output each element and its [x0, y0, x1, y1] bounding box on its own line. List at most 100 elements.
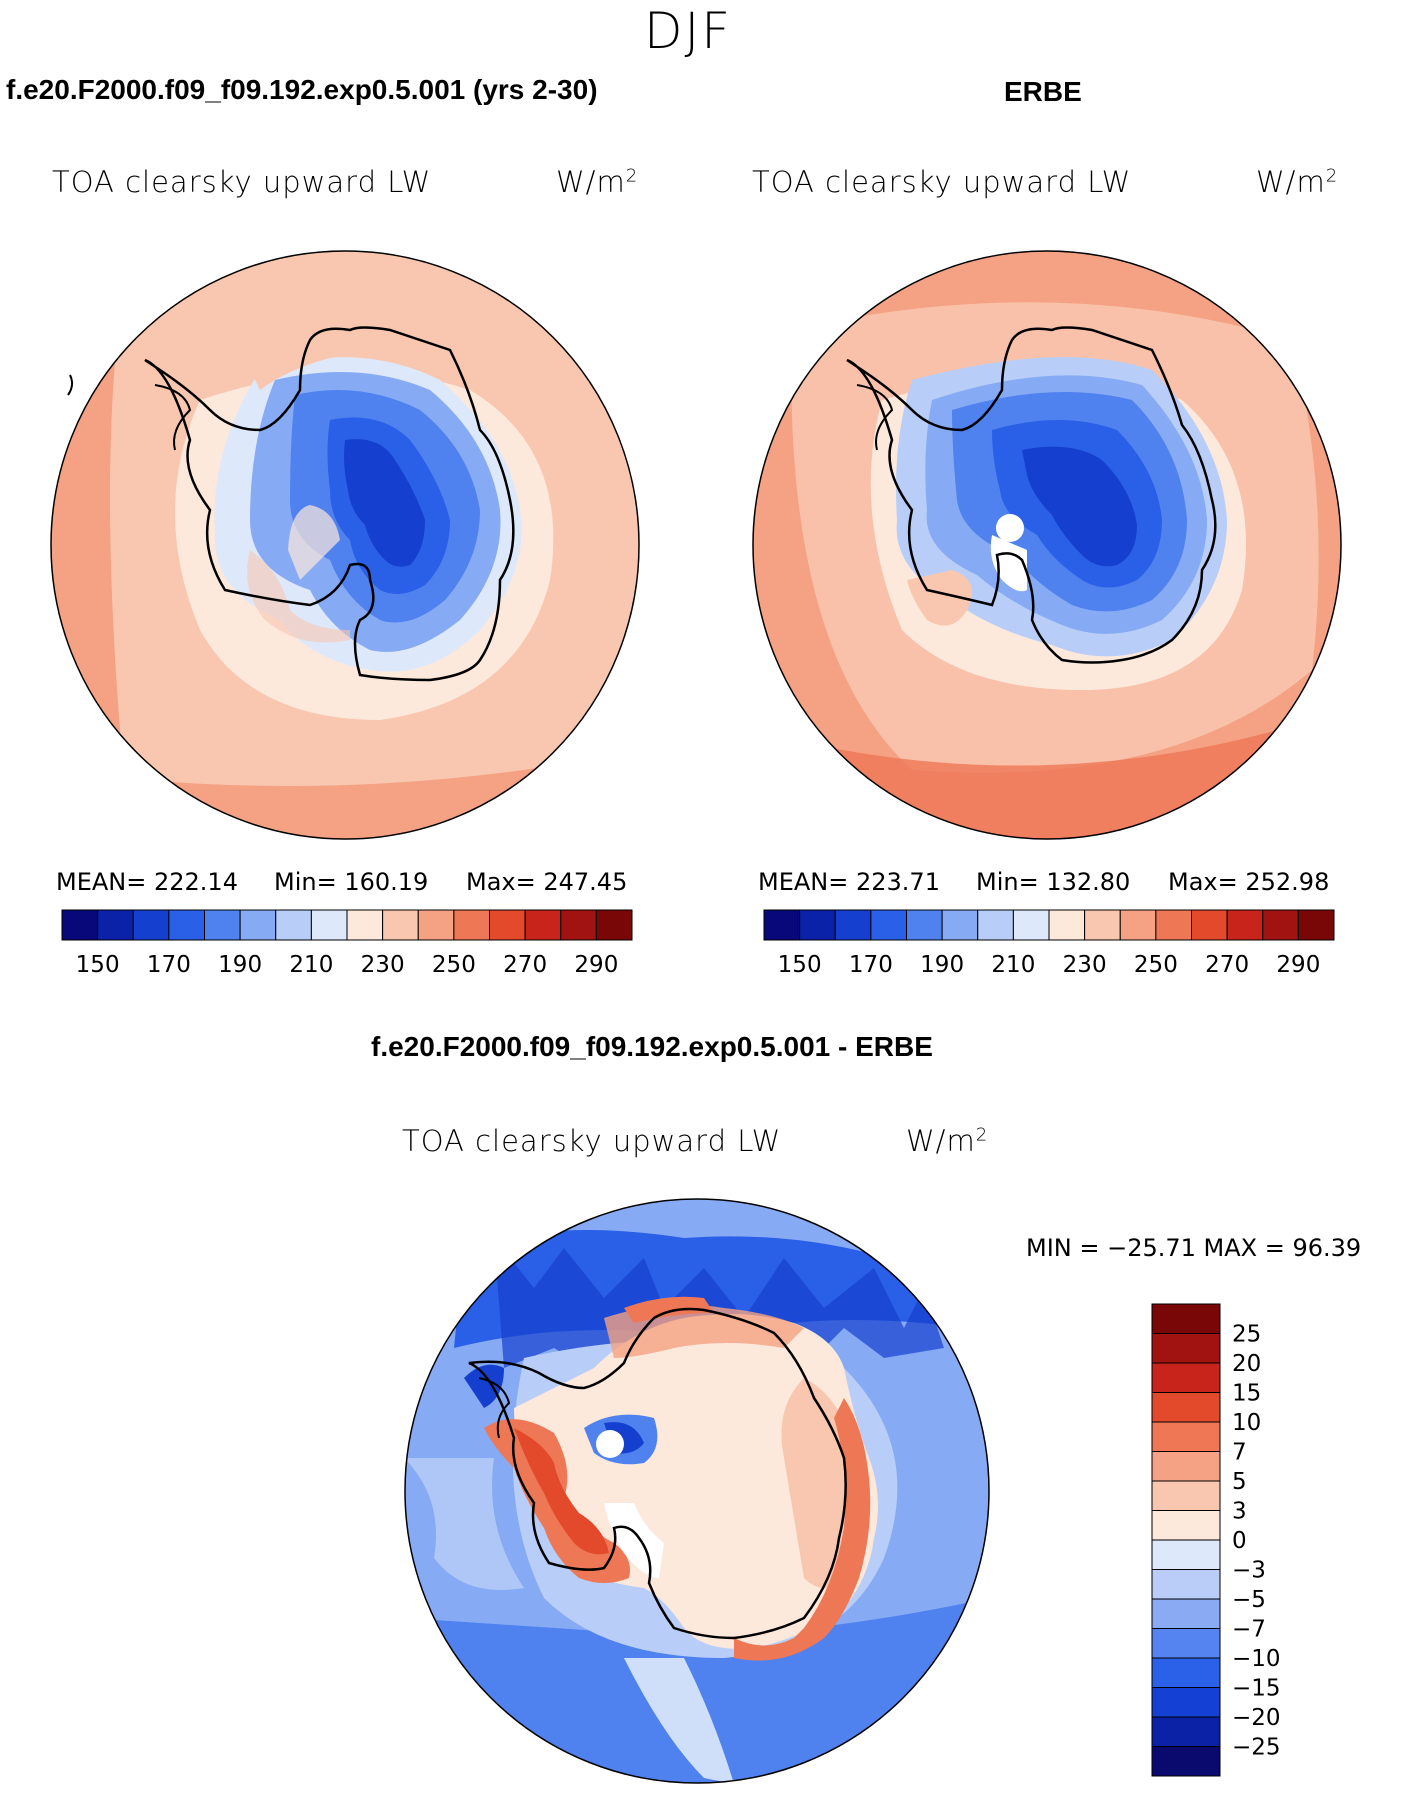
obs-colorbar-tick: 210	[991, 952, 1035, 978]
obs-colorbar-cell	[977, 909, 1014, 941]
diff-colorbar-tick: 7	[1232, 1440, 1247, 1466]
diff-colorbar-tick: −5	[1232, 1587, 1266, 1613]
model-units-exp: 2	[625, 165, 639, 187]
diff-panel-title: f.e20.F2000.f09_f09.192.exp0.5.001 - ERB…	[371, 1031, 933, 1062]
model-variable-title: TOA clearsky upward LW	[52, 165, 432, 199]
diff-colorbar-cell	[1151, 1598, 1221, 1629]
diff-colorbar-cell	[1151, 1628, 1221, 1659]
model-max: Max= 247.45	[466, 868, 628, 896]
diff-colorbar-cell	[1151, 1451, 1221, 1482]
diff-colorbar-cell	[1151, 1716, 1221, 1747]
model-colorbar-tick: 230	[361, 952, 405, 978]
obs-units: W/m2	[1256, 165, 1338, 199]
diff-units-exp: 2	[975, 1124, 989, 1146]
model-colorbar-cell	[275, 909, 312, 941]
diff-minmax: MIN = −25.71 MAX = 96.39	[1026, 1234, 1362, 1262]
model-units: W/m2	[556, 165, 638, 199]
model-colorbar-cell	[168, 909, 205, 941]
model-colorbar-tick: 290	[574, 952, 618, 978]
model-colorbar-cell	[524, 909, 562, 941]
diff-colorbar-tick: −25	[1232, 1735, 1281, 1761]
obs-colorbar-tick: 290	[1276, 952, 1320, 978]
obs-units-base: W/m	[1256, 165, 1326, 199]
diff-map	[404, 1198, 990, 1784]
diff-colorbar-cell	[1151, 1510, 1221, 1541]
model-colorbar-tick: 170	[147, 952, 191, 978]
model-colorbar-tick: 250	[432, 952, 476, 978]
diff-colorbar: 25 20 15 10 7 5 3 0 −3 −5 −7 −10 −15 −20 −25	[1151, 1303, 1281, 1777]
model-min: Min= 160.19	[274, 868, 429, 896]
obs-colorbar: 150 170 190 210 230 250 270 290	[763, 909, 1335, 978]
diff-colorbar-cell	[1151, 1657, 1221, 1688]
diff-colorbar-cell	[1151, 1746, 1221, 1777]
diff-colorbar-cell	[1151, 1421, 1221, 1452]
diff-units-base: W/m	[906, 1124, 976, 1158]
diff-colorbar-tick: −3	[1232, 1558, 1266, 1584]
diff-colorbar-tick: 20	[1232, 1351, 1261, 1377]
diff-colorbar-cell	[1151, 1480, 1221, 1511]
obs-mean: MEAN= 223.71	[758, 868, 940, 896]
model-colorbar-cell	[97, 909, 134, 941]
model-colorbar: 150 170 190 210 230 250 270 290	[61, 909, 633, 978]
model-colorbar-cell	[453, 909, 490, 941]
obs-colorbar-cell	[1119, 909, 1157, 941]
model-colorbar-cell	[560, 909, 597, 941]
model-units-base: W/m	[556, 165, 626, 199]
obs-colorbar-cell	[799, 909, 836, 941]
diff-colorbar-cell	[1151, 1392, 1221, 1423]
obs-colorbar-cell	[1297, 909, 1335, 941]
model-colorbar-cell	[382, 909, 419, 941]
obs-panel-title: ERBE	[1004, 76, 1082, 107]
obs-colorbar-cell	[763, 909, 801, 941]
season-title: DJF	[644, 2, 733, 60]
obs-colorbar-tick: 250	[1134, 952, 1178, 978]
diff-colorbar-cell	[1151, 1303, 1221, 1334]
diff-colorbar-tick: −10	[1232, 1646, 1281, 1672]
obs-colorbar-cell	[1155, 909, 1192, 941]
diff-colorbar-cell	[1151, 1539, 1221, 1570]
obs-variable-title: TOA clearsky upward LW	[752, 165, 1132, 199]
diff-colorbar-tick: 5	[1232, 1469, 1247, 1495]
obs-units-exp: 2	[1325, 165, 1339, 187]
diff-colorbar-cell	[1151, 1333, 1221, 1364]
obs-colorbar-cell	[834, 909, 872, 941]
obs-colorbar-cell	[1262, 909, 1299, 941]
model-colorbar-tick: 190	[218, 952, 262, 978]
obs-colorbar-tick: 230	[1063, 952, 1107, 978]
diff-colorbar-tick: 15	[1232, 1381, 1261, 1407]
obs-map	[752, 250, 1342, 840]
model-colorbar-cell	[132, 909, 170, 941]
diff-colorbar-tick: 0	[1232, 1528, 1247, 1554]
model-colorbar-cell	[417, 909, 455, 941]
model-colorbar-cell	[346, 909, 384, 941]
model-mean: MEAN= 222.14	[56, 868, 238, 896]
model-colorbar-cell	[489, 909, 526, 941]
diff-colorbar-cell	[1151, 1569, 1221, 1600]
obs-colorbar-cell	[1084, 909, 1121, 941]
model-colorbar-tick: 210	[289, 952, 333, 978]
diff-colorbar-tick: −20	[1232, 1705, 1281, 1731]
model-colorbar-cell	[204, 909, 241, 941]
diff-colorbar-tick: −15	[1232, 1676, 1281, 1702]
model-colorbar-tick: 150	[76, 952, 120, 978]
model-colorbar-cell	[310, 909, 348, 941]
model-colorbar-cell	[239, 909, 277, 941]
obs-colorbar-cell	[1048, 909, 1086, 941]
diff-colorbar-tick: 3	[1232, 1499, 1247, 1525]
obs-min: Min= 132.80	[976, 868, 1131, 896]
model-colorbar-tick: 270	[503, 952, 547, 978]
obs-colorbar-cell	[906, 909, 943, 941]
obs-colorbar-cell	[941, 909, 979, 941]
obs-colorbar-tick: 270	[1205, 952, 1249, 978]
obs-max: Max= 252.98	[1168, 868, 1330, 896]
obs-colorbar-cell	[870, 909, 907, 941]
diff-colorbar-tick: 25	[1232, 1322, 1261, 1348]
diff-colorbar-cell	[1151, 1362, 1221, 1393]
model-panel-title: f.e20.F2000.f09_f09.192.exp0.5.001 (yrs …	[6, 74, 598, 105]
diff-variable-title: TOA clearsky upward LW	[402, 1124, 782, 1158]
diff-units: W/m2	[906, 1124, 988, 1158]
model-colorbar-cell	[595, 909, 633, 941]
obs-colorbar-cell	[1191, 909, 1228, 941]
obs-colorbar-tick: 170	[849, 952, 893, 978]
model-map	[50, 250, 640, 840]
